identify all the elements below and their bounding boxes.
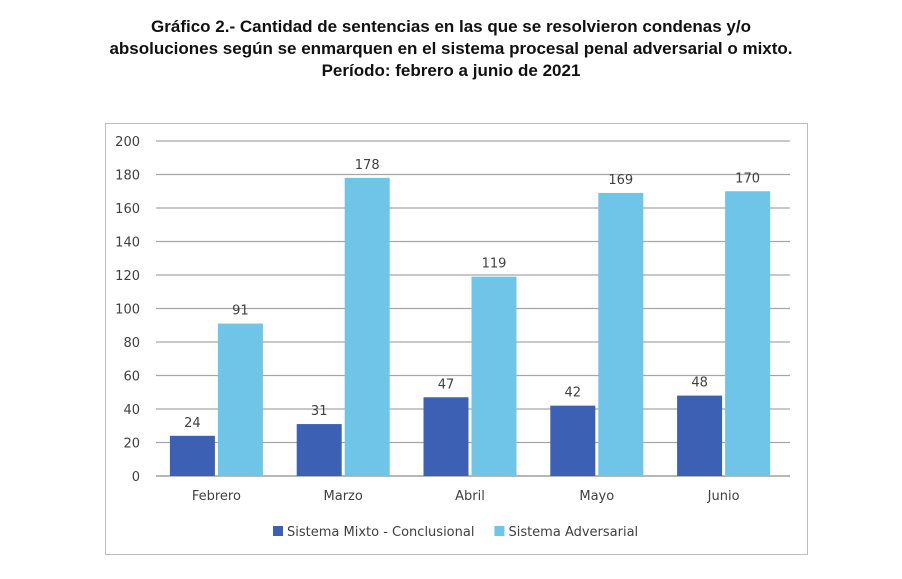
bar-mixto (423, 397, 469, 476)
bar-adversarial (217, 323, 263, 476)
bar-mixto (296, 424, 342, 476)
data-label: 170 (735, 171, 760, 186)
bar-mixto (677, 395, 723, 476)
data-label: 178 (355, 158, 380, 173)
bar-mixto (169, 435, 215, 476)
data-label: 24 (184, 416, 201, 431)
data-label: 47 (438, 377, 455, 392)
y-tick-label: 20 (123, 437, 140, 452)
data-label: 119 (482, 257, 507, 272)
y-tick-label: 0 (132, 470, 140, 485)
legend-label: Sistema Adversarial (508, 525, 638, 540)
bar-adversarial (344, 177, 390, 476)
y-tick-label: 200 (115, 135, 140, 150)
data-label: 42 (565, 386, 582, 401)
chart-frame (105, 123, 808, 555)
y-tick-label: 140 (115, 236, 140, 251)
y-tick-label: 60 (123, 370, 140, 385)
data-label: 48 (691, 376, 708, 391)
data-label: 31 (311, 404, 328, 419)
legend-swatch (494, 526, 505, 536)
y-tick-label: 160 (115, 202, 140, 217)
x-tick-label: Febrero (192, 489, 241, 504)
title-line-2: absoluciones según se enmarquen en el si… (109, 39, 793, 58)
bar-adversarial (471, 276, 517, 476)
bar-adversarial (725, 191, 771, 476)
y-tick-label: 180 (115, 169, 140, 184)
x-tick-label: Abril (455, 489, 485, 504)
title-line-3: Período: febrero a junio de 2021 (321, 61, 581, 80)
y-tick-label: 100 (115, 303, 140, 318)
bar-mixto (550, 405, 596, 476)
chart-title: Gráfico 2.- Cantidad de sentencias en la… (0, 16, 902, 82)
legend-swatch (273, 526, 283, 536)
data-label: 91 (232, 304, 249, 319)
x-tick-label: Junio (707, 489, 740, 504)
x-tick-label: Mayo (579, 489, 614, 504)
title-line-1: Gráfico 2.- Cantidad de sentencias en la… (151, 17, 751, 36)
y-tick-label: 80 (123, 336, 140, 351)
data-label: 169 (608, 173, 633, 188)
x-tick-label: Marzo (324, 489, 363, 504)
y-tick-label: 120 (115, 269, 140, 284)
bar-adversarial (598, 192, 644, 477)
y-tick-label: 40 (123, 403, 140, 418)
legend-label: Sistema Mixto - Conclusional (287, 525, 474, 540)
